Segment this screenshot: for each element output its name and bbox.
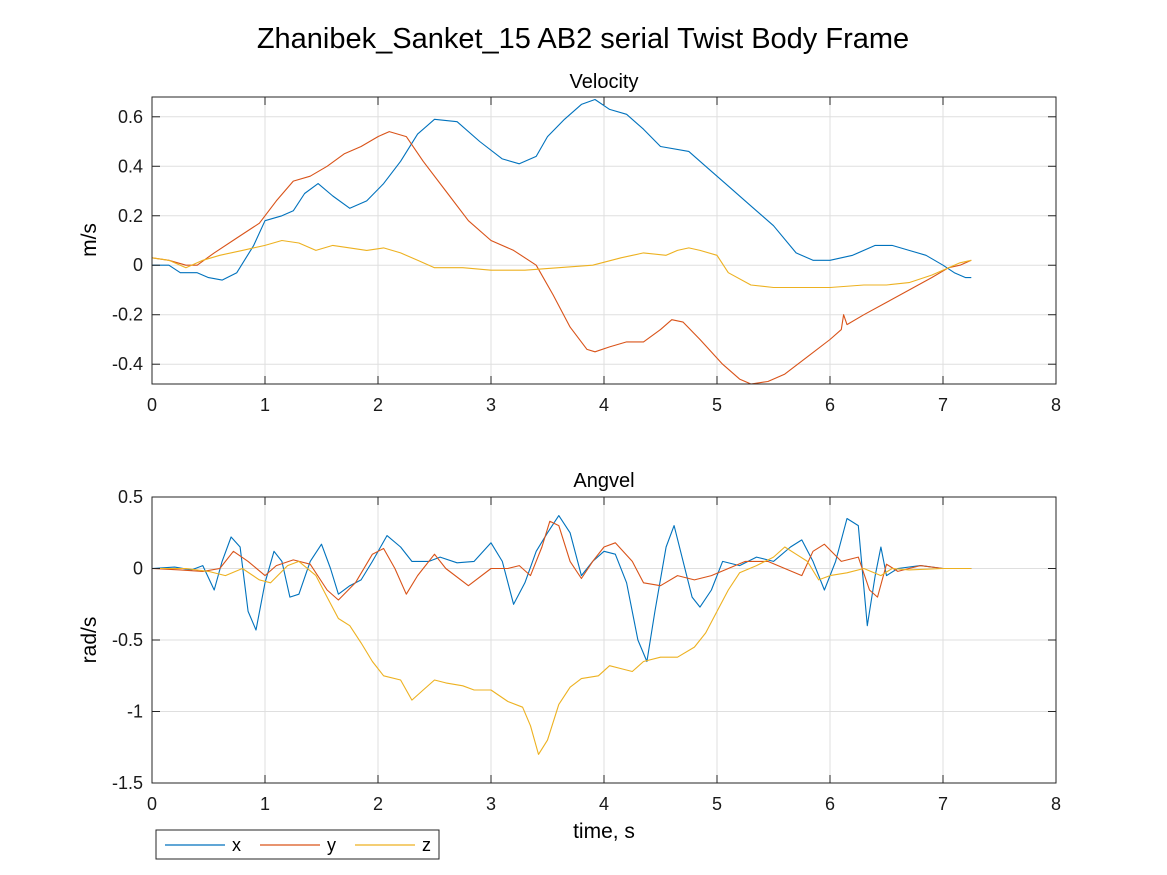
velocity-xtick-label: 3 [486,395,496,415]
velocity-xtick-label: 4 [599,395,609,415]
velocity-grid [151,97,1057,384]
velocity-xtick-label: 8 [1051,395,1061,415]
angvel-xtick-label: 7 [938,794,948,814]
velocity-xtick-label: 6 [825,395,835,415]
velocity-xtick-label: 1 [260,395,270,415]
velocity-xtick-label: 2 [373,395,383,415]
velocity-series-y [151,131,972,385]
angvel-series-z [152,546,972,755]
legend-label-y: y [327,835,336,855]
angvel-ytick-label: -0.5 [112,630,143,650]
velocity-ytick-label: 0 [133,255,143,275]
legend-label-z: z [422,835,431,855]
angvel-ticks: 0 1 2 3 4 5 6 7 8 -1.5 -1 -0.5 0 0.5 [112,487,1061,814]
angvel-xtick-label: 2 [373,794,383,814]
velocity-ylabel: m/s [78,223,101,257]
velocity-ticks: 0 1 2 3 4 5 6 7 8 -0.4 -0.2 0 0.2 0.4 0.6 [112,97,1061,415]
angvel-ytick-label: 0.5 [118,487,143,507]
angvel-xtick-label: 0 [147,794,157,814]
velocity-xtick-label: 0 [147,395,157,415]
figure-title: Zhanibek_Sanket_15 AB2 serial Twist Body… [257,23,909,55]
angvel-ylabel: rad/s [78,617,101,664]
angvel-xtick-label: 6 [825,794,835,814]
angvel-xtick-label: 5 [712,794,722,814]
legend: x y z [155,829,440,860]
velocity-xtick-label: 7 [938,395,948,415]
angvel-series-x [151,515,972,663]
angvel-ytick-label: -1.5 [112,773,143,793]
angvel-axes: 0 1 2 3 4 5 6 7 8 -1.5 -1 -0.5 0 0.5 Angvel rad/s tim… [78,470,1061,843]
angvel-xtick-label: 8 [1051,794,1061,814]
angvel-series-y [151,520,972,601]
angvel-title: Angvel [573,470,634,492]
velocity-ytick-label: 0.6 [118,107,143,127]
velocity-ytick-label: -0.4 [112,354,143,374]
legend-label-x: x [232,835,241,855]
angvel-ytick-label: 0 [133,559,143,579]
angvel-ytick-label: -1 [127,702,143,722]
velocity-ytick-label: -0.2 [112,305,143,325]
angvel-xtick-label: 4 [599,794,609,814]
velocity-axes: 0 1 2 3 4 5 6 7 8 -0.4 -0.2 0 0.2 0.4 0.6 Velocity m/s [78,71,1061,415]
velocity-series-x [152,98,972,281]
angvel-series [151,515,972,755]
velocity-series-z [151,239,972,289]
velocity-ytick-label: 0.4 [118,156,143,176]
velocity-series [151,98,972,385]
velocity-ytick-label: 0.2 [118,206,143,226]
angvel-xtick-label: 1 [260,794,270,814]
angvel-xlabel: time, s [573,820,635,843]
velocity-xtick-label: 5 [712,395,722,415]
velocity-title: Velocity [570,71,639,93]
angvel-grid [151,496,1057,784]
angvel-xtick-label: 3 [486,794,496,814]
